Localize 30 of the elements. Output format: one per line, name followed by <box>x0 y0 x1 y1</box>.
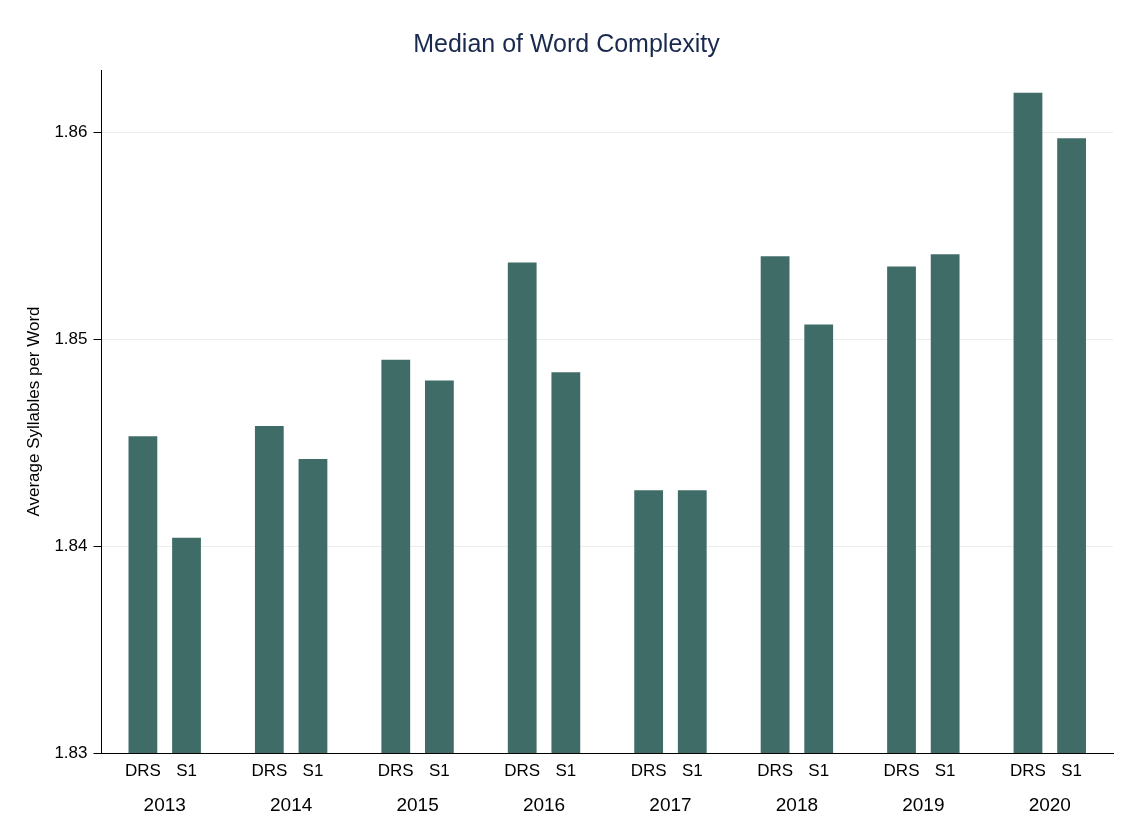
text: DRS <box>630 761 667 781</box>
text: DRS <box>124 761 161 781</box>
text: S1 <box>555 761 577 781</box>
text: DRS <box>1010 761 1046 781</box>
x-tick-label: 2015 <box>396 793 439 815</box>
text: S1 <box>429 761 450 781</box>
y-axis-title: Average Syllables per Word <box>23 306 43 517</box>
text: S1 <box>302 761 324 781</box>
x-tick-label: 2018 <box>775 793 819 815</box>
x-tick-label: 2013 <box>143 793 186 815</box>
series-label: DRS <box>757 761 794 781</box>
text: DRS <box>883 761 920 781</box>
y-tick-label: 1.86 <box>54 121 88 141</box>
x-tick-label: 2016 <box>522 793 566 815</box>
text: S1 <box>934 761 956 781</box>
y-tick-label: 1.84 <box>54 535 88 555</box>
text: DRS <box>251 761 288 781</box>
chart-title: Median of Word Complexity <box>413 28 721 57</box>
text: S1 <box>176 761 197 781</box>
y-tick-label: 1.85 <box>54 328 88 348</box>
x-tick-label: 2017 <box>649 793 692 815</box>
text: S1 <box>681 761 703 781</box>
text: S1 <box>1061 761 1082 781</box>
text: DRS <box>377 761 414 781</box>
text: DRS <box>504 761 541 781</box>
x-tick-label: 2020 <box>1028 793 1071 815</box>
x-tick-label: 2019 <box>902 793 945 815</box>
y-tick-label: 1.83 <box>54 742 88 762</box>
series-label: S1 <box>808 761 830 781</box>
x-tick-label: 2014 <box>270 793 313 815</box>
